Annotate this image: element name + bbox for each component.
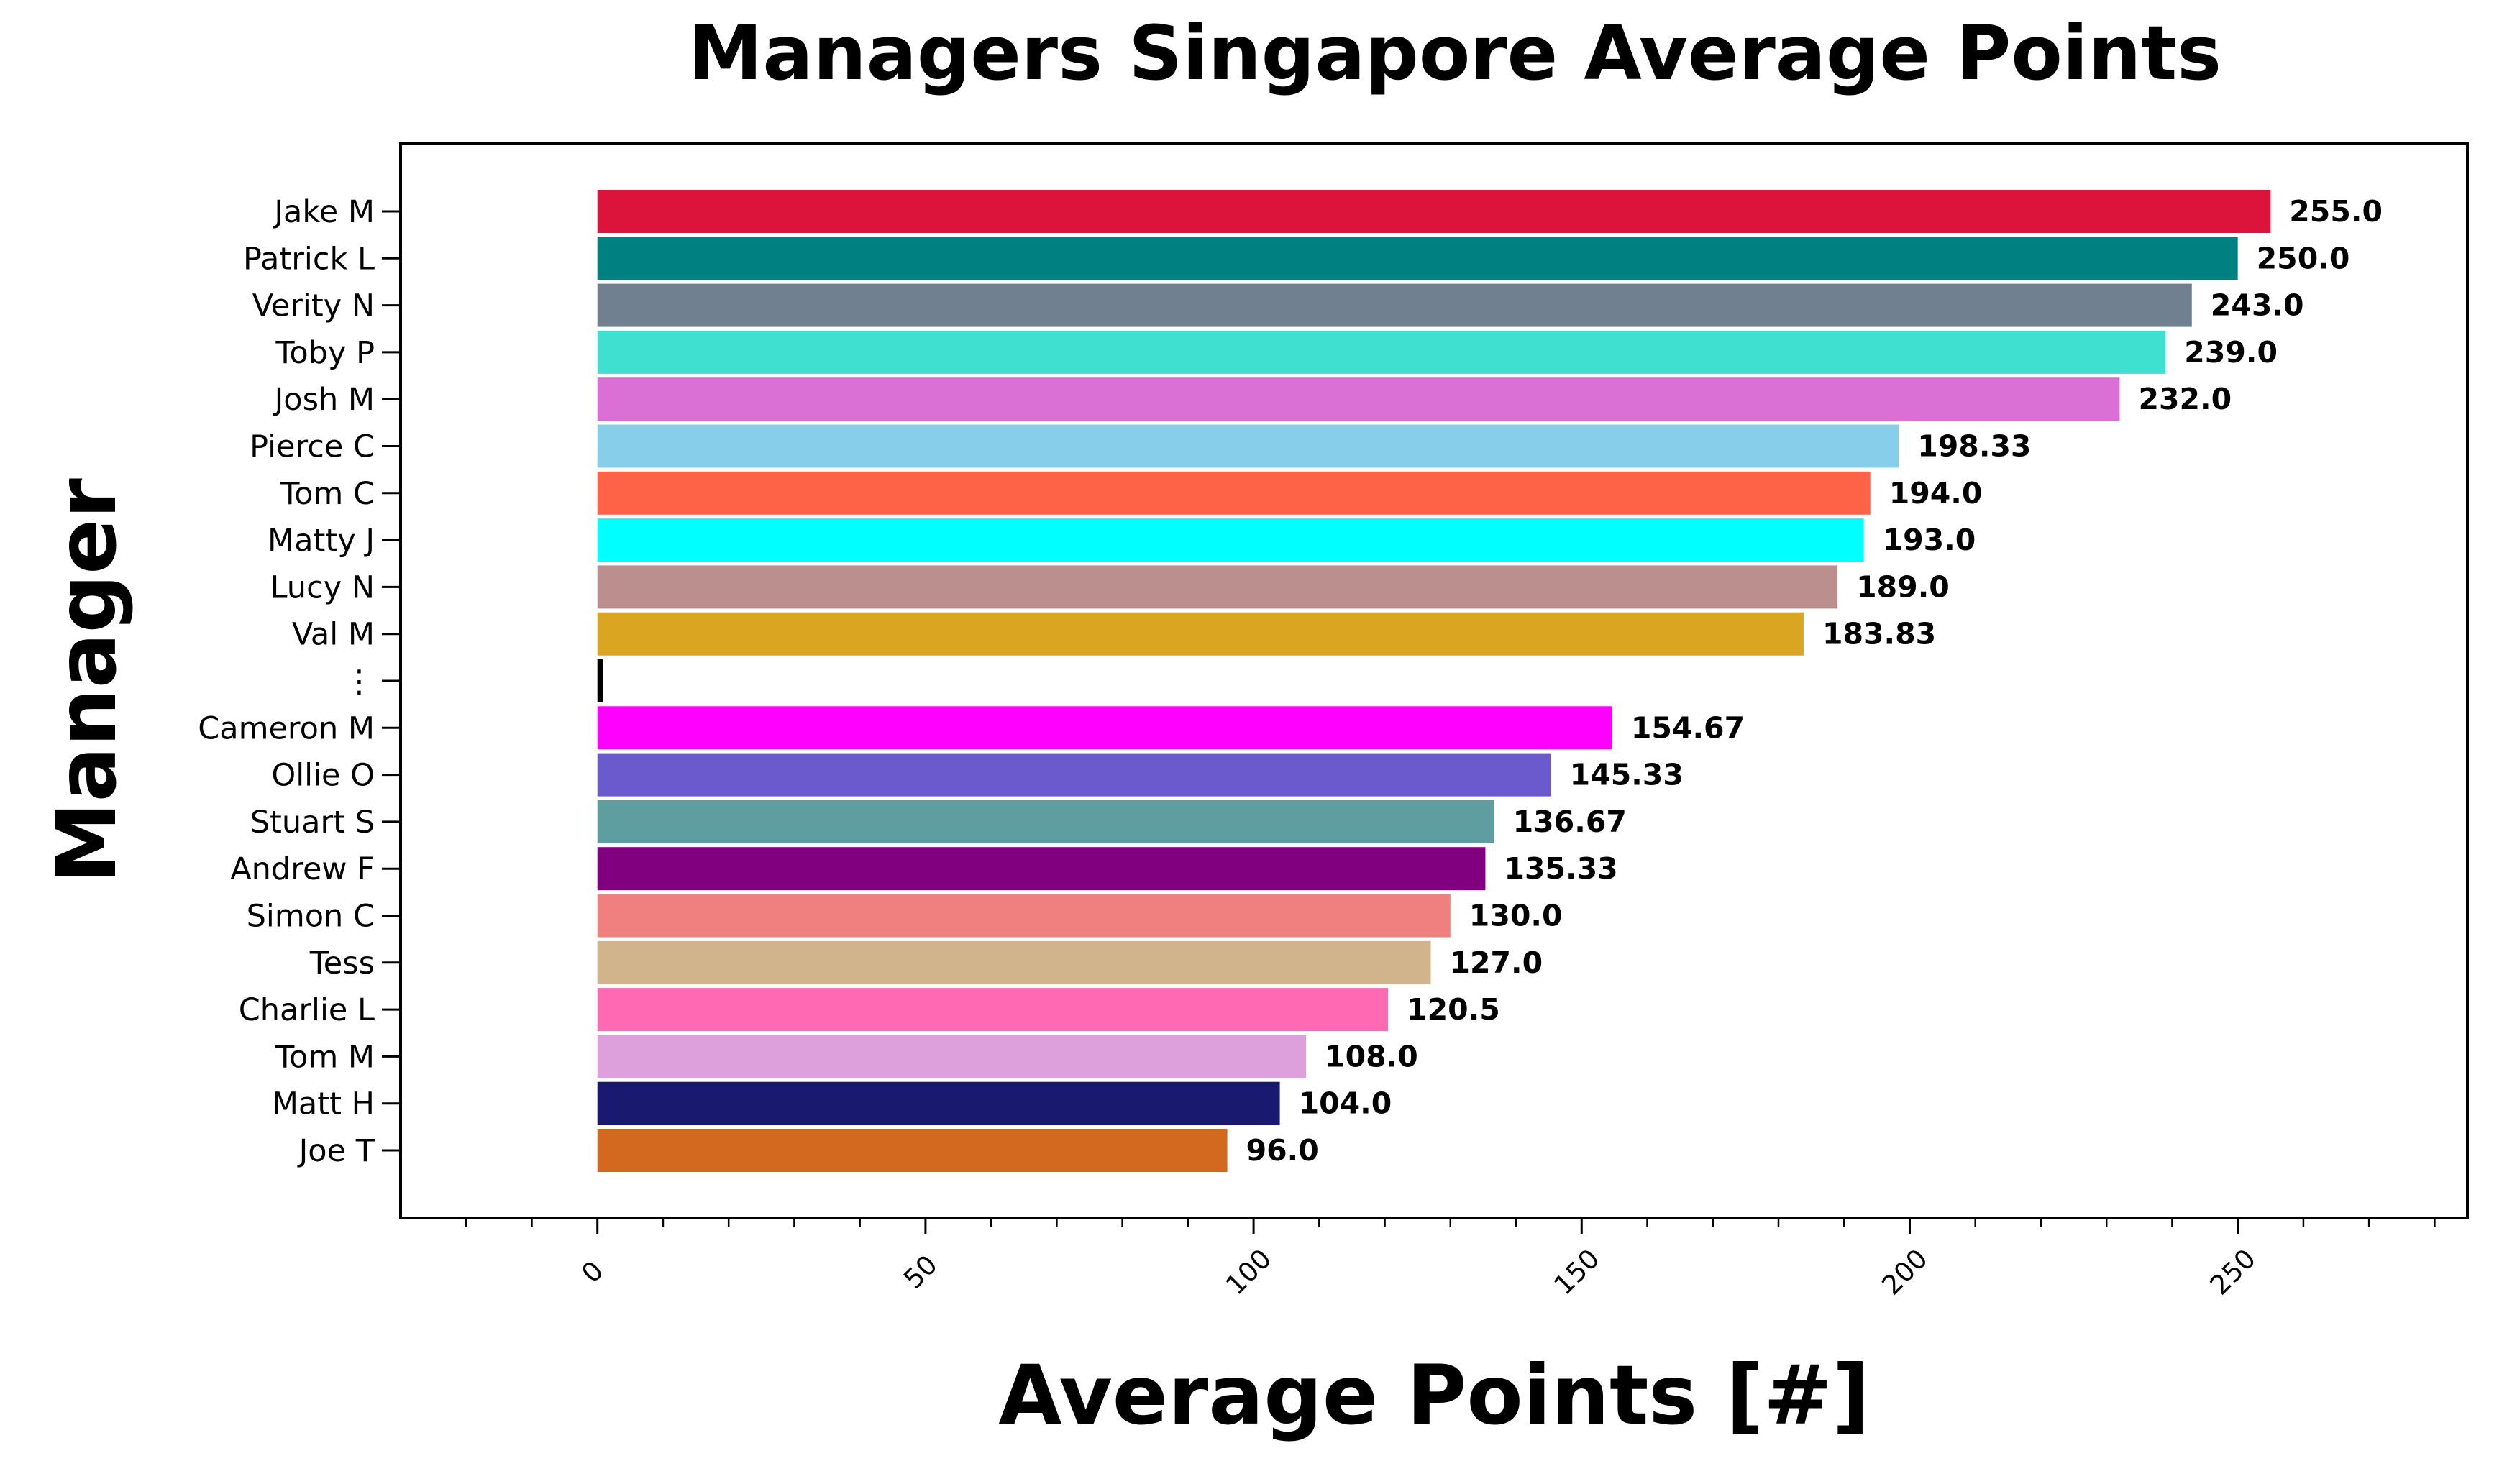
y-tick-label: Val M	[292, 617, 375, 653]
bar-value-label: 135.33	[1504, 851, 1617, 886]
y-tick-label: Lucy N	[270, 569, 375, 605]
bar	[597, 659, 603, 702]
bar	[597, 988, 1389, 1032]
plot-area: Jake M 255.0 Patrick L 250.0 Verity N 243.0 To…	[198, 190, 2436, 1301]
bar	[597, 471, 1871, 515]
y-tick-label: Cameron M	[198, 710, 375, 746]
x-tick-label: 50	[898, 1249, 944, 1295]
bar	[597, 237, 2238, 280]
bar	[597, 424, 1899, 468]
x-tick-label: 100	[1220, 1243, 1277, 1301]
bar-value-label: 243.0	[2211, 288, 2304, 323]
y-tick-label: Josh M	[273, 382, 375, 418]
bar	[597, 612, 1804, 656]
y-tick-label: Tess	[309, 945, 375, 981]
y-tick-label: Jake M	[272, 194, 375, 230]
y-tick-label: ⋮	[344, 664, 375, 700]
bar-value-label: 136.67	[1513, 805, 1627, 839]
y-tick-label: Andrew F	[230, 851, 375, 887]
bar	[597, 518, 1864, 562]
bar	[597, 190, 2271, 233]
y-tick-label: Matt H	[272, 1086, 375, 1122]
bar-value-label: 127.0	[1449, 945, 1543, 980]
y-tick-label: Tom M	[275, 1039, 375, 1075]
y-tick-label: Matty J	[268, 523, 375, 559]
bar	[597, 1035, 1307, 1078]
bar	[597, 753, 1551, 797]
bar-value-label: 232.0	[2138, 382, 2232, 416]
y-tick-label: Stuart S	[250, 805, 375, 841]
bar	[597, 847, 1486, 891]
bar	[597, 330, 2166, 374]
bar-value-label: 189.0	[1856, 569, 1950, 604]
chart-title: Managers Singapore Average Points	[688, 9, 2221, 97]
bar-value-label: 239.0	[2184, 335, 2278, 370]
bar-value-label: 250.0	[2257, 241, 2350, 275]
plot-frame	[399, 142, 2469, 1219]
y-tick-label: Patrick L	[243, 241, 375, 277]
x-tick-label: 150	[1548, 1243, 1605, 1301]
y-tick-label: Tom C	[280, 476, 375, 512]
x-axis-label: Average Points [#]	[998, 1347, 1869, 1443]
y-tick-label: Joe T	[297, 1133, 375, 1169]
bar-value-label: 130.0	[1469, 899, 1563, 933]
bar-value-label: 120.5	[1407, 992, 1500, 1027]
bar	[597, 706, 1612, 750]
bar	[597, 377, 2120, 421]
bar	[597, 940, 1431, 984]
bar-value-label: 96.0	[1246, 1133, 1319, 1168]
bar-value-label: 154.67	[1631, 710, 1745, 745]
bar-value-label: 108.0	[1325, 1039, 1418, 1073]
y-tick-label: Toby P	[275, 335, 375, 371]
bar-value-label: 198.33	[1917, 429, 2031, 464]
x-tick-label: 250	[2204, 1243, 2262, 1301]
y-tick-label: Pierce C	[250, 429, 375, 465]
y-tick-label: Simon C	[247, 899, 375, 935]
x-tick-label: 0	[575, 1255, 609, 1289]
bar	[597, 800, 1494, 843]
bar-value-label: 194.0	[1889, 476, 1983, 510]
bar-value-label: 145.33	[1570, 758, 1684, 792]
bar-value-label: 183.83	[1822, 617, 1936, 651]
bar	[597, 283, 2192, 327]
bar	[597, 1081, 1280, 1125]
bar	[597, 565, 1838, 609]
bar	[597, 1129, 1228, 1172]
bar-value-label: 104.0	[1299, 1086, 1392, 1121]
x-tick-label: 200	[1876, 1243, 1933, 1301]
bar-value-label: 193.0	[1883, 523, 1976, 557]
bar-value-label: 255.0	[2289, 194, 2383, 229]
y-tick-label: Verity N	[252, 288, 375, 324]
y-tick-label: Charlie L	[239, 992, 375, 1028]
y-axis-label: Manager	[39, 478, 134, 884]
y-tick-label: Ollie O	[271, 758, 375, 794]
bar	[597, 894, 1451, 938]
